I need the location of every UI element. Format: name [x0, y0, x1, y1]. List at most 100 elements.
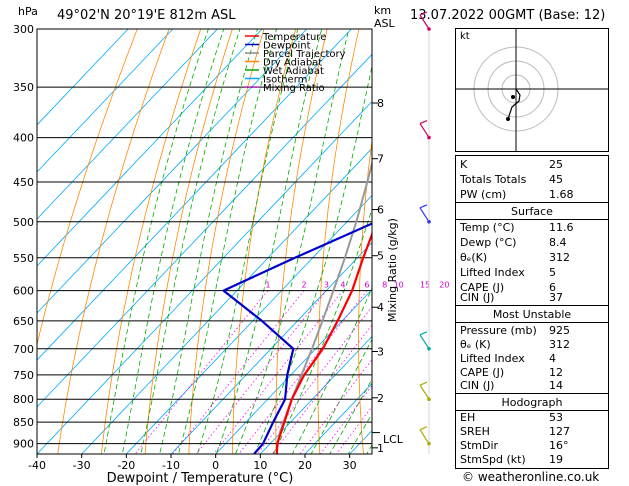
dry-adiabat-line — [275, 29, 328, 454]
surface-value: 11.6 — [549, 221, 574, 234]
mixing-ratio-line — [238, 290, 368, 454]
km-tick-label: 3 — [377, 345, 384, 358]
mixing-ratio-line — [134, 290, 269, 454]
mixing-ratio-label: 4 — [340, 281, 345, 290]
surface-label: CIN (J) — [460, 291, 495, 304]
index-value: 1.68 — [549, 188, 574, 201]
mixing-ratio-line — [257, 306, 372, 454]
isotherm-line — [37, 53, 372, 408]
index-value: 45 — [549, 173, 563, 186]
hodograph-kt-label: kt — [460, 31, 470, 42]
pressure-tick-label: 900 — [13, 438, 34, 451]
hodo-label: SREH — [460, 425, 490, 438]
isotherm-line — [37, 29, 263, 267]
hodo-value: 19 — [549, 453, 563, 466]
surface-value: 6 — [549, 281, 556, 294]
index-value: 25 — [549, 158, 563, 171]
pressure-tick-label: 600 — [13, 285, 34, 298]
km-label: km — [374, 4, 392, 17]
most-unstable-title: Most Unstable — [492, 308, 572, 321]
mixing-ratio-axis-label: Mixing Ratio (g/kg) — [386, 218, 399, 322]
dry-adiabat-line — [188, 29, 265, 454]
hodograph-box: kt — [455, 28, 609, 152]
location-title: 49°02'N 20°19'E 812m ASL — [57, 8, 236, 23]
isotherm-line — [37, 29, 308, 314]
isotherm-line — [37, 100, 372, 454]
km-tick-label: 1 — [377, 442, 384, 455]
wet-adiabat-line — [159, 29, 258, 454]
wind-barb-flag — [419, 204, 428, 209]
temperature-tick-label: 30 — [343, 459, 357, 472]
pressure-tick-label: 800 — [13, 393, 34, 406]
temperature-tick-label: -30 — [73, 459, 91, 472]
wet-adiabat-line — [177, 29, 277, 454]
legend-label: Dry Adiabat — [263, 58, 322, 69]
mixing-ratio-label: 3 — [324, 281, 329, 290]
isotherm-line — [37, 29, 174, 173]
footer-credit: © weatheronline.co.uk — [462, 470, 600, 484]
dry-adiabat-line — [317, 29, 360, 454]
dry-adiabat-line — [398, 29, 422, 454]
dry-adiabat-line — [144, 29, 233, 454]
mixing-ratio-label: 10 — [394, 281, 404, 290]
wind-barb-flag — [419, 331, 428, 336]
pressure-tick-label: 550 — [13, 252, 34, 265]
mu-label: CIN (J) — [460, 379, 495, 392]
km-tick-label: 7 — [377, 153, 384, 166]
legend-label: Wet Adiabat — [263, 66, 324, 77]
datetime-title: 13.07.2022 00GMT (Base: 12) — [410, 8, 606, 23]
surface-label: Dewp (°C) — [460, 236, 517, 249]
hodograph-end-marker — [506, 117, 510, 121]
hodograph-trace — [507, 88, 521, 120]
wind-barb-shaft — [419, 384, 430, 400]
hodo-value: 127 — [549, 425, 570, 438]
temperature-tick-label: 0 — [212, 459, 219, 472]
index-label: K — [460, 158, 468, 171]
wet-adiabat-line — [254, 64, 372, 454]
hodo-label: StmDir — [460, 439, 499, 452]
dry-adiabat-line — [232, 29, 297, 454]
isotherm-line — [215, 288, 372, 454]
mu-value: 4 — [549, 352, 556, 365]
wind-barb-flag — [419, 120, 428, 125]
index-label: Totals Totals — [460, 173, 527, 186]
km-tick-label: 5 — [377, 250, 384, 263]
mixing-ratio-line — [336, 405, 372, 454]
surface-panel: Surface Temp (°C) 11.6 Dewp (°C) 8.4 θₑ(K)… — [455, 202, 609, 306]
mixing-ratio-label: 8 — [382, 281, 387, 290]
legend-label: Dewpoint — [263, 41, 311, 52]
mu-value: 312 — [549, 338, 570, 351]
wet-adiabat-line — [121, 29, 225, 454]
km-tick-label: 6 — [377, 204, 384, 217]
wind-barb-shaft — [419, 429, 430, 444]
mu-label: θₑ (K) — [460, 338, 491, 351]
surface-label: θₑ(K) — [460, 251, 488, 264]
surface-label: CAPE (J) — [460, 281, 505, 294]
wet-adiabat-line — [215, 29, 323, 454]
wet-adiabat-line — [103, 29, 209, 454]
surface-value: 37 — [549, 291, 563, 304]
wind-barb-shaft — [419, 334, 430, 350]
mu-value: 14 — [549, 379, 563, 392]
most-unstable-panel: Most Unstable Pressure (mb) 925 θₑ (K) 312… — [455, 305, 609, 394]
isotherm-line — [37, 29, 218, 220]
hodo-label: StmSpd (kt) — [460, 453, 526, 466]
wind-barb-shaft — [419, 14, 430, 30]
dry-adiabat-line — [101, 29, 202, 454]
mixing-ratio-label: 6 — [364, 281, 369, 290]
surface-label: Lifted Index — [460, 266, 525, 279]
mixing-ratio-line — [172, 290, 305, 454]
pressure-tick-label: 400 — [13, 132, 34, 145]
mixing-ratio-line — [319, 384, 372, 454]
x-axis-label: Dewpoint / Temperature (°C) — [107, 471, 294, 486]
pressure-tick-label: 350 — [13, 81, 34, 94]
surface-value: 312 — [549, 251, 570, 264]
pressure-tick-label: 300 — [13, 23, 34, 36]
mixing-ratio-label: 20 — [439, 281, 449, 290]
temperature-tick-label: -10 — [162, 459, 180, 472]
wind-barb-flag — [419, 381, 428, 386]
asl-label: ASL — [374, 17, 395, 30]
mixing-ratio-label: 1 — [265, 281, 270, 290]
hodo-value: 16° — [549, 439, 569, 452]
